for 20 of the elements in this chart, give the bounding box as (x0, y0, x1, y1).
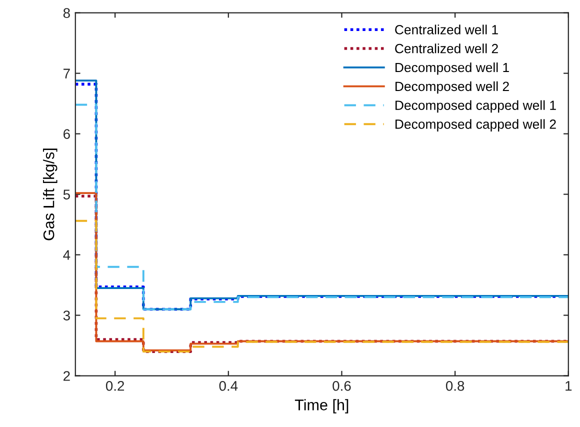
x-axis-title: Time [h] (294, 399, 348, 414)
x-tick-label: 1 (566, 381, 572, 391)
legend-label: Decomposed well 1 (396, 62, 509, 75)
legend-label: Decomposed capped well 2 (396, 119, 556, 132)
legend-label: Decomposed well 2 (396, 81, 509, 94)
x-tick-label: 0.2 (106, 380, 124, 391)
legend-label: Decomposed capped well 1 (396, 100, 556, 113)
legend-label: Centralized well 2 (395, 44, 498, 54)
x-tick-label: 0.6 (332, 380, 351, 391)
y-tick-label: 5 (63, 190, 70, 200)
legend-label: Centralized well 1 (395, 24, 498, 34)
x-tick-label: 0.8 (446, 380, 464, 391)
y-tick-label: 8 (63, 8, 70, 18)
y-tick-label: 2 (64, 371, 70, 381)
y-tick-label: 4 (63, 250, 70, 260)
x-tick-label: 0.4 (219, 380, 238, 391)
y-axis-title: Gas Lift [kg/s] (43, 148, 58, 240)
y-tick-label: 3 (63, 310, 70, 320)
y-tick-label: 6 (64, 129, 70, 139)
y-tick-label: 7 (64, 68, 70, 78)
